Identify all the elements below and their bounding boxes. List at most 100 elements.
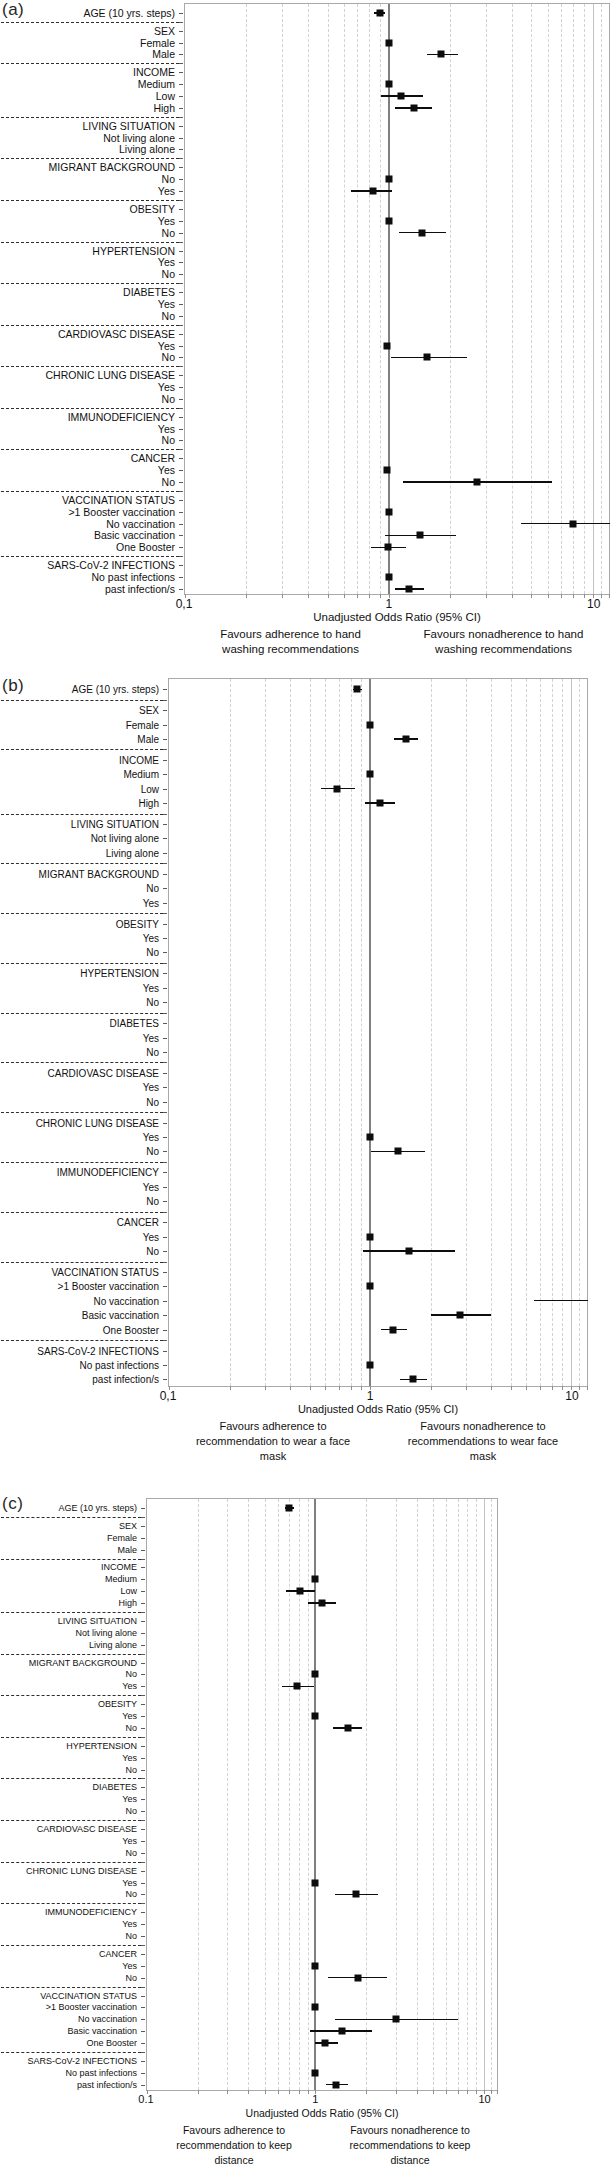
group-header-row: CHRONIC LUNG DISEASE bbox=[0, 369, 613, 381]
y-axis-tick bbox=[163, 1222, 167, 1223]
y-axis-tick bbox=[141, 2073, 145, 2074]
plot-strip bbox=[146, 1948, 498, 1960]
y-axis-tick bbox=[163, 1301, 167, 1302]
plot-strip bbox=[184, 369, 610, 381]
plot-strip bbox=[168, 995, 588, 1009]
plot-strip bbox=[184, 7, 610, 19]
separator-line bbox=[1, 1820, 141, 1821]
plot-strip bbox=[184, 49, 610, 61]
row-label: No bbox=[0, 310, 175, 322]
group-separator bbox=[0, 1009, 613, 1016]
row-label: past infection/s bbox=[0, 2080, 137, 2090]
x-axis-tick bbox=[339, 1386, 340, 1390]
group-separator bbox=[0, 1159, 613, 1166]
data-row: Yes bbox=[0, 298, 613, 310]
data-row: No bbox=[0, 435, 613, 447]
row-label: AGE (10 yrs. steps) bbox=[0, 1503, 137, 1513]
separator-line bbox=[1, 283, 179, 284]
plot-strip bbox=[168, 1244, 588, 1258]
row-label: Low bbox=[0, 783, 159, 794]
row-label: DIABETES bbox=[0, 286, 175, 298]
row-label: Yes bbox=[0, 1032, 159, 1043]
row-label: Female bbox=[0, 37, 175, 49]
y-axis-tick bbox=[163, 913, 167, 914]
plot-strip bbox=[168, 1322, 588, 1336]
favours-annotations: Favours adherence torecommendation to ke… bbox=[146, 2123, 498, 2168]
or-marker bbox=[344, 1724, 351, 1731]
row-label: No bbox=[0, 1848, 137, 1858]
y-axis-tick bbox=[179, 84, 183, 85]
plot-strip bbox=[184, 494, 610, 506]
y-axis-tick bbox=[179, 408, 183, 409]
plot-strip bbox=[184, 464, 610, 476]
plot-strip bbox=[168, 1045, 588, 1059]
plot-strip bbox=[184, 90, 610, 102]
separator-line bbox=[1, 325, 179, 326]
panel-c: (c)AGE (10 yrs. steps)SEXFemaleMaleINCOM… bbox=[0, 1490, 613, 2171]
y-axis-tick bbox=[179, 158, 183, 159]
y-axis-tick bbox=[141, 2061, 145, 2062]
data-row: One Booster bbox=[0, 541, 613, 553]
plot-strip bbox=[184, 530, 610, 542]
plot-strip bbox=[168, 881, 588, 895]
separator-line bbox=[1, 1062, 163, 1063]
plot-strip bbox=[146, 1532, 498, 1544]
y-axis-tick bbox=[179, 500, 183, 501]
or-marker bbox=[406, 1248, 413, 1255]
plot-strip bbox=[168, 1294, 588, 1308]
y-axis-tick bbox=[141, 1674, 145, 1675]
row-label: Yes bbox=[0, 982, 159, 993]
row-label: No bbox=[0, 351, 175, 363]
or-marker bbox=[312, 1879, 319, 1886]
row-label: Yes bbox=[0, 1711, 137, 1721]
row-label: Medium bbox=[0, 769, 159, 780]
plot-strip bbox=[184, 541, 610, 553]
data-row: No vaccination bbox=[0, 1294, 613, 1308]
or-marker bbox=[367, 1283, 374, 1290]
row-label: past infection/s bbox=[0, 1374, 159, 1385]
separator-line bbox=[1, 1262, 163, 1263]
y-axis-tick bbox=[141, 1924, 145, 1925]
plot-strip bbox=[146, 1722, 498, 1734]
plot-strip bbox=[184, 25, 610, 37]
row-label: No bbox=[0, 476, 175, 488]
row-label: Male bbox=[0, 1545, 137, 1555]
or-marker bbox=[367, 1361, 374, 1368]
data-row: No bbox=[0, 1095, 613, 1109]
x-axis-tick bbox=[587, 1386, 588, 1390]
row-label: CANCER bbox=[0, 452, 175, 464]
data-row: High bbox=[0, 1597, 613, 1609]
row-label: MIGRANT BACKGROUND bbox=[0, 1658, 137, 1668]
plot-strip bbox=[146, 1764, 498, 1776]
separator-line bbox=[1, 1013, 163, 1014]
separator-line bbox=[1, 1862, 141, 1863]
row-label: No bbox=[0, 1246, 159, 1257]
separator-line bbox=[1, 408, 179, 409]
y-axis-tick bbox=[163, 1052, 167, 1053]
x-axis-title: Unadjusted Odds Ratio (95% CI) bbox=[168, 1403, 588, 1415]
plot-strip bbox=[184, 506, 610, 518]
x-axis-tick bbox=[552, 1386, 553, 1390]
group-header-row: SEX bbox=[0, 1520, 613, 1532]
y-axis-tick bbox=[179, 117, 183, 118]
plot-strip bbox=[146, 1906, 498, 1918]
plot-strip bbox=[146, 1585, 498, 1597]
plot-strip bbox=[168, 1144, 588, 1158]
row-label: SEX bbox=[0, 1521, 137, 1531]
separator-line bbox=[1, 1162, 163, 1163]
data-row: Not living alone bbox=[0, 132, 613, 144]
y-axis-tick bbox=[141, 1645, 145, 1646]
plot-strip bbox=[184, 583, 610, 595]
y-axis-tick bbox=[179, 138, 183, 139]
plot-strip bbox=[168, 1030, 588, 1044]
y-axis-tick bbox=[141, 1704, 145, 1705]
group-header-row: CHRONIC LUNG DISEASE bbox=[0, 1865, 613, 1877]
x-axis-tick bbox=[466, 1386, 467, 1390]
row-label: No bbox=[0, 1889, 137, 1899]
data-row: Female bbox=[0, 717, 613, 731]
y-axis-tick bbox=[141, 1758, 145, 1759]
separator-line bbox=[1, 1517, 141, 1518]
data-row: No bbox=[0, 1045, 613, 1059]
plot-strip bbox=[168, 1308, 588, 1322]
favours-right-line: Favours nonadherence to bbox=[378, 1419, 588, 1434]
